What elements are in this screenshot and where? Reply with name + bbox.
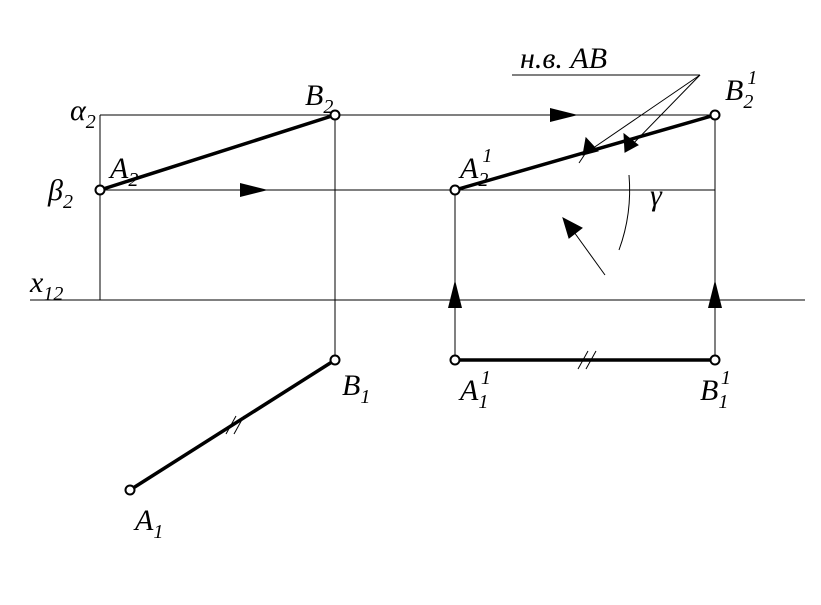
diagram-canvas: α2 β2 x12 A2 B2 A21 B21 A1 B1 A11 B11 γ … <box>0 0 821 605</box>
label-a11: A11 <box>458 367 491 413</box>
arrow-beta-direction <box>240 183 268 197</box>
label-b21: B21 <box>725 67 757 113</box>
arrow-up-a21 <box>448 280 462 308</box>
label-a21: A21 <box>458 145 492 191</box>
label-b1: B1 <box>342 369 370 408</box>
point-a1 <box>126 486 135 495</box>
point-b21 <box>711 111 720 120</box>
label-b2: B2 <box>305 79 333 118</box>
point-a2 <box>96 186 105 195</box>
gamma-arc <box>619 175 630 250</box>
label-nv: н.в. АВ <box>520 42 607 75</box>
point-a21 <box>451 186 460 195</box>
gamma-leader <box>563 218 605 275</box>
point-b11 <box>711 356 720 365</box>
segment-a1-b1 <box>130 360 335 490</box>
arrow-up-b21 <box>708 280 722 308</box>
label-a1: A1 <box>133 504 163 543</box>
label-x12: x12 <box>29 266 63 305</box>
label-alpha2: α2 <box>70 94 96 133</box>
label-beta2: β2 <box>47 174 73 213</box>
point-a11 <box>451 356 460 365</box>
label-b11: B11 <box>700 367 731 413</box>
label-gamma: γ <box>650 179 663 212</box>
arrow-alpha-direction <box>550 108 578 122</box>
point-b1 <box>331 356 340 365</box>
